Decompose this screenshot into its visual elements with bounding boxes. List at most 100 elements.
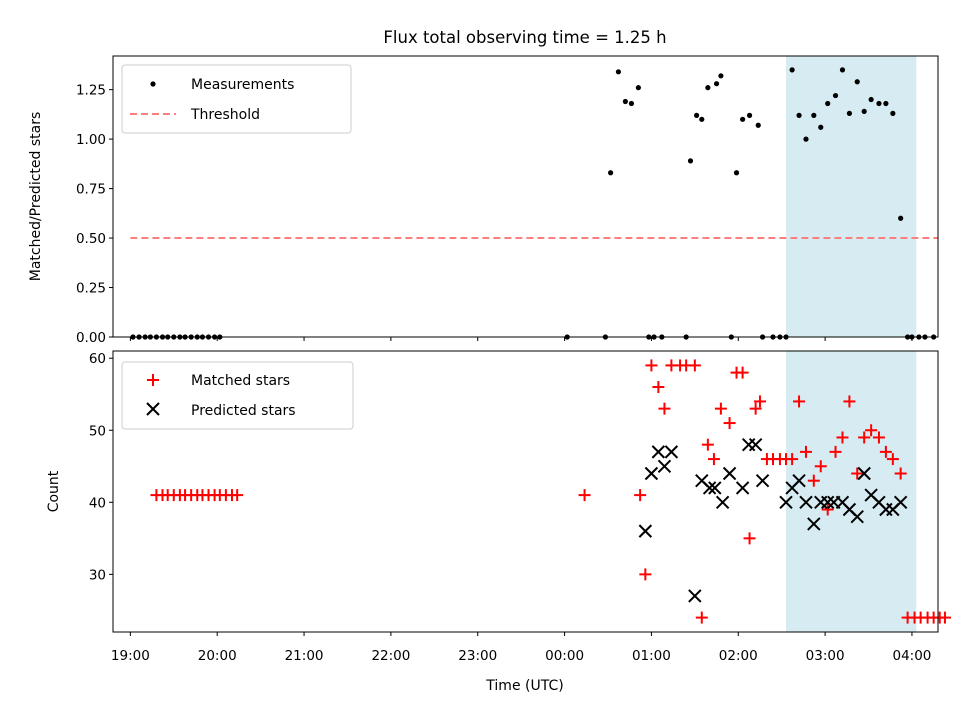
xtick-label: 23:00 [458,648,497,664]
top-ytick-label: 1.00 [76,132,106,148]
predicted-star-point [638,524,653,538]
measurement-point [825,100,831,107]
predicted-star-point [821,495,835,510]
xtick-label: 04:00 [892,648,931,664]
legend-marker-predicted [146,402,160,416]
measurement-point [746,112,753,118]
top-ytick-label: 0.75 [76,182,106,198]
xtick-label: 00:00 [545,648,584,664]
matched-star-point [743,532,756,545]
bottom-panel: 30 40 50 60 19:00 20:00 21:00 22:00 23:00 00:00 0… [46,350,951,694]
predicted-star-point [664,445,679,459]
bot-ytick-label: 40 [89,495,106,511]
measurement-point [699,116,705,122]
bot-shaded-span [786,351,917,632]
measurement-point [755,122,761,128]
predicted-star-point [779,495,793,510]
measurement-point [628,100,635,107]
measurement-point [811,112,817,118]
measurement-point [890,110,896,116]
top-panel: Flux total observing time = 1.25 h 0.00 0… [28,28,939,346]
measurement-point [615,69,622,75]
bottom-legend-box [121,361,354,430]
bot-ytick-label: 50 [89,423,106,439]
top-ytick-label: 0.50 [76,231,106,247]
bottom-y-axis-label: Count [46,470,62,512]
measurement-point [861,108,867,115]
x-axis-label: Time (UTC) [485,678,563,694]
matched-star-point [723,417,736,430]
matched-star-point [814,460,827,473]
predicted-star-point [702,481,717,495]
xtick-label: 21:00 [285,648,324,664]
bottom-axes-frame [112,350,939,633]
bot-ytick-label: 30 [89,567,106,583]
measurement-point [796,112,802,118]
legend-label-matched: Matched stars [191,373,290,389]
legend-label-predicted: Predicted stars [191,403,296,419]
matched-star-point [829,445,842,458]
matched-star-point [836,431,849,444]
matched-star-point [821,503,834,516]
measurement-point [693,112,700,118]
predicted-star-point [708,481,722,495]
bottom-legend: Matched stars Predicted stars [121,361,354,430]
top-legend-box [121,64,352,134]
matched-star-point [886,453,899,466]
matched-star-point [634,489,647,502]
measurement-point [883,100,889,107]
measurement-point [839,67,846,73]
predicted-star-point [644,466,659,481]
legend-label-threshold: Threshold [190,107,260,123]
matched-star-point [695,611,708,624]
matched-star-point [701,438,714,451]
measurement-point [713,81,720,87]
measurement-point [635,85,641,91]
predicted-star-point [748,437,763,452]
predicted-star-point [893,495,908,510]
measurement-point [854,79,860,85]
top-ytick-label: 0.25 [76,281,106,297]
predicted-star-point [722,466,737,481]
matched-star-point [714,402,727,415]
predicted-star-point [735,481,750,495]
matched-star-point [652,381,665,394]
matched-star-point [872,431,885,444]
predicted-star-point [807,517,821,531]
matched-star-point [736,366,749,379]
measurement-point [818,124,824,130]
top-ytick-label: 1.25 [76,83,106,99]
matched-star-point [894,467,907,480]
top-shaded-span [786,56,917,337]
measurement-point [622,98,628,105]
measurement-point [868,96,874,103]
matched-star-point [807,474,820,487]
measurement-point [705,85,711,91]
matched-star-point [645,359,658,372]
predicted-star-point [741,437,756,452]
measurement-point [687,158,694,164]
matched-star-point [879,445,892,458]
xtick-label: 22:00 [371,648,410,664]
matched-star-point [658,402,671,415]
bot-ytick-label: 60 [89,351,106,367]
matched-star-point [938,611,951,624]
measurement-point [898,215,904,221]
matched-star-point [707,453,720,466]
measurement-point [803,136,809,142]
legend-marker-measurements [150,81,156,87]
measurement-point [733,170,740,176]
top-ytick-label: 0.00 [76,330,106,346]
measurement-point [846,110,853,116]
predicted-star-point [850,510,864,524]
top-y-axis-label: Matched/Predicted stars [28,112,44,282]
matched-star-point [800,445,812,458]
predicted-star-point [651,445,666,459]
matched-star-point [843,395,856,408]
matched-star-point [749,402,762,415]
measurement-point [789,67,795,73]
predicted-star-point [688,589,702,603]
xtick-label: 02:00 [719,648,758,664]
matched-star-point [639,568,652,581]
matched-star-point [858,431,871,444]
